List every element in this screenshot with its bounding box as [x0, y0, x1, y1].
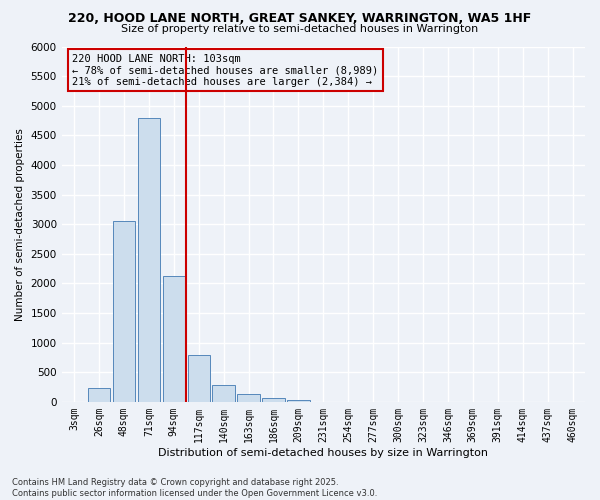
Bar	[188, 355, 210, 402]
Text: Contains HM Land Registry data © Crown copyright and database right 2025.
Contai: Contains HM Land Registry data © Crown c…	[12, 478, 377, 498]
Bar	[262, 398, 285, 402]
X-axis label: Distribution of semi-detached houses by size in Warrington: Distribution of semi-detached houses by …	[158, 448, 488, 458]
Bar	[238, 394, 260, 402]
Bar	[88, 388, 110, 402]
Text: Size of property relative to semi-detached houses in Warrington: Size of property relative to semi-detach…	[121, 24, 479, 34]
Bar	[212, 384, 235, 402]
Text: 220, HOOD LANE NORTH, GREAT SANKEY, WARRINGTON, WA5 1HF: 220, HOOD LANE NORTH, GREAT SANKEY, WARR…	[68, 12, 532, 26]
Bar	[163, 276, 185, 402]
Y-axis label: Number of semi-detached properties: Number of semi-detached properties	[15, 128, 25, 320]
Text: 220 HOOD LANE NORTH: 103sqm
← 78% of semi-detached houses are smaller (8,989)
21: 220 HOOD LANE NORTH: 103sqm ← 78% of sem…	[72, 54, 379, 87]
Bar	[287, 400, 310, 402]
Bar	[137, 118, 160, 402]
Bar	[113, 221, 135, 402]
